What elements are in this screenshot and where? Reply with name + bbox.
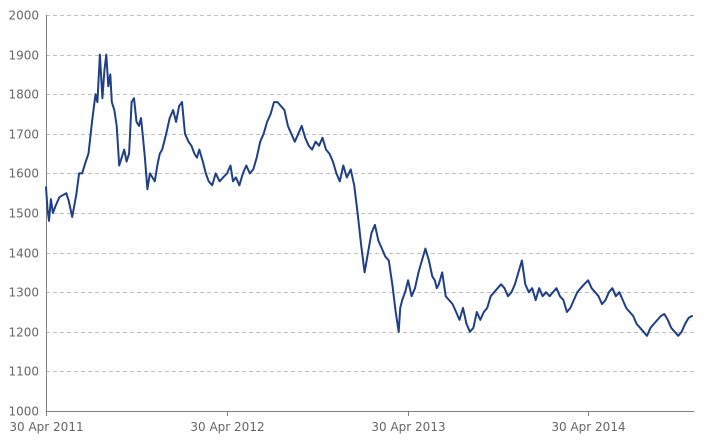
x-tick-labels: 30 Apr 2011 30 Apr 2012 30 Apr 2013 30 Apr … <box>9 420 625 434</box>
y-tick-labels: 1000 1100 1200 1300 1400 1500 1600 1700 1800 1900… <box>8 9 39 419</box>
series-line-0 <box>45 53 693 337</box>
x-tick-label-0: 30 Apr 2011 <box>9 420 83 434</box>
y-tick-label-1800: 1800 <box>8 88 39 102</box>
y-tick-label-1600: 1600 <box>8 167 39 181</box>
y-tick-label-1100: 1100 <box>8 365 39 379</box>
x-tick-label-2: 30 Apr 2013 <box>371 420 445 434</box>
y-tick-label-1300: 1300 <box>8 286 39 300</box>
y-tick-label-1500: 1500 <box>8 207 39 221</box>
y-tick-label-1200: 1200 <box>8 326 39 340</box>
y-tick-label-1000: 1000 <box>8 405 39 419</box>
y-tick-label-1400: 1400 <box>8 247 39 261</box>
y-tick-label-1900: 1900 <box>8 49 39 63</box>
gridlines <box>46 15 694 372</box>
y-tick-label-2000: 2000 <box>8 9 39 23</box>
x-tick-label-1: 30 Apr 2012 <box>190 420 264 434</box>
y-tick-label-1700: 1700 <box>8 128 39 142</box>
axes <box>46 15 694 416</box>
x-tick-label-3: 30 Apr 2014 <box>551 420 625 434</box>
series-lines <box>45 53 693 337</box>
